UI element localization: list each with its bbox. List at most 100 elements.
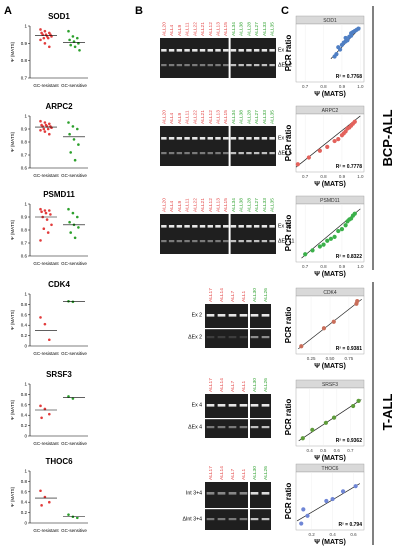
- gel-band-upper: [176, 49, 183, 52]
- resistant-point: [48, 412, 51, 416]
- resistant-point: [39, 28, 42, 31]
- gene-title: PSMD11: [43, 190, 75, 199]
- y-axis-label: PCR ratio: [284, 215, 293, 252]
- gel-band-upper: [230, 137, 237, 140]
- y-tick-label: 1: [24, 292, 27, 297]
- x-tick-label: 0.4: [306, 448, 313, 453]
- band-label-lower: ΔEx 4: [188, 425, 202, 431]
- scatter-point: [306, 155, 311, 160]
- resistant-point: [48, 209, 51, 212]
- gel-band-upper: [261, 137, 268, 140]
- y-tick-label: 0: [24, 521, 27, 526]
- fit-line: [298, 298, 362, 350]
- lane-label-sensitive: ALL28: [246, 198, 252, 212]
- resistant-point: [42, 127, 46, 131]
- scatter-point: [310, 427, 315, 432]
- scatter-point: [343, 223, 348, 228]
- gel-band-upper: [239, 492, 248, 495]
- x-axis-label: Ψ (MATS): [314, 539, 346, 546]
- gel-block-resistant: [205, 394, 248, 438]
- sensitive-point: [71, 300, 75, 304]
- y-tick-label: 0.7: [21, 241, 28, 246]
- x-tick-label: 0.50: [326, 356, 335, 361]
- gel-band-lower: [199, 240, 206, 243]
- y-axis-label: Ψ (MATS): [10, 486, 15, 507]
- gene-title: SRSF3: [46, 370, 72, 379]
- plot-gene-name: CDK4: [323, 290, 337, 296]
- scatter-point: [332, 138, 337, 144]
- gel-band-lower: [261, 518, 270, 521]
- resistant-point: [46, 36, 50, 40]
- scatter-point: [336, 228, 341, 234]
- band-label-lower: ΔInt 3+4: [183, 517, 203, 523]
- plot-gene-name: THOC6: [322, 466, 339, 472]
- gel-band-upper: [176, 225, 183, 228]
- sensitive-point: [77, 143, 80, 146]
- y-tick-label: 0.4: [21, 500, 28, 505]
- lane-label-sensitive: ALL30: [252, 466, 258, 480]
- gel-band-lower: [239, 336, 248, 339]
- sensitive-point: [69, 231, 72, 234]
- gel-band-lower: [223, 64, 229, 67]
- x-label-resistant: GC-resistant: [33, 441, 59, 446]
- gel-block-sensitive: [230, 214, 276, 254]
- gel-band-upper: [206, 492, 215, 495]
- group-label-tall: T-ALL: [380, 394, 395, 431]
- scatter-point: [299, 344, 304, 349]
- lane-label-resistant: ALL9: [177, 112, 183, 124]
- gel-band-lower: [192, 240, 198, 243]
- resistant-point: [49, 213, 52, 216]
- x-label-sensitive: GC-sensitive: [61, 173, 87, 178]
- gel-band-lower: [215, 152, 221, 155]
- x-tick-label: 0.4: [329, 532, 336, 537]
- x-tick-label: 0.6: [350, 532, 357, 537]
- lane-label-resistant: ALL22: [192, 110, 198, 124]
- gel-band-lower: [206, 336, 215, 339]
- lane-label-sensitive: ALL38: [239, 198, 245, 212]
- lane-label-sensitive: ALL38: [239, 110, 245, 124]
- gel-band-lower: [261, 240, 268, 243]
- resistant-point: [39, 316, 42, 319]
- lane-label-resistant: ALL4: [169, 112, 175, 124]
- y-tick-label: 1: [24, 202, 27, 207]
- scatter-point: [334, 52, 339, 57]
- lane-label-resistant: ALL15: [223, 198, 229, 212]
- gel-band-upper: [206, 404, 215, 407]
- scatter-point: [321, 326, 327, 331]
- gel-band-upper: [269, 225, 275, 228]
- gel-band-upper: [253, 137, 260, 140]
- lane-label-resistant: ALL20: [161, 110, 167, 124]
- lane-label-sensitive: ALL26: [263, 288, 269, 302]
- y-tick-label: 0: [24, 434, 27, 439]
- gel-band-upper: [168, 137, 175, 140]
- gel-band-lower: [250, 518, 259, 521]
- resistant-point: [39, 38, 42, 42]
- gel-band-lower: [223, 152, 229, 155]
- lane-label-resistant: ALL14: [219, 378, 225, 392]
- lane-label-resistant: ALL20: [161, 198, 167, 212]
- scatter-point: [332, 234, 337, 239]
- panel-c: SOD1 0.7 0.8 0.9 1.0 R² = 0.7768 PCR ratio Ψ (M…: [284, 15, 365, 546]
- gel-band-upper: [192, 225, 198, 228]
- resistant-point: [40, 504, 43, 507]
- y-tick-label: 0.2: [21, 423, 28, 428]
- lane-label-sensitive: ALL26: [263, 378, 269, 392]
- resistant-point: [43, 29, 47, 33]
- lane-label-sensitive: ALL30: [252, 378, 258, 392]
- scatter-point: [352, 211, 357, 216]
- resistant-point: [43, 130, 47, 133]
- band-label-lower: ΔEx 2: [188, 335, 202, 341]
- y-tick-label: 0.6: [21, 166, 28, 171]
- resistant-point: [48, 338, 51, 342]
- scatter-point: [305, 513, 310, 518]
- gel-band-upper: [238, 137, 244, 140]
- lane-label-sensitive: ALL33: [262, 110, 268, 124]
- r-squared: R² = 0.9381: [336, 346, 362, 352]
- sensitive-point: [71, 397, 75, 400]
- lane-label-sensitive: ALL38: [239, 22, 245, 36]
- lane-label-resistant: ALL13: [216, 110, 222, 124]
- gel-band-lower: [192, 64, 198, 67]
- gel-band-lower: [207, 240, 213, 243]
